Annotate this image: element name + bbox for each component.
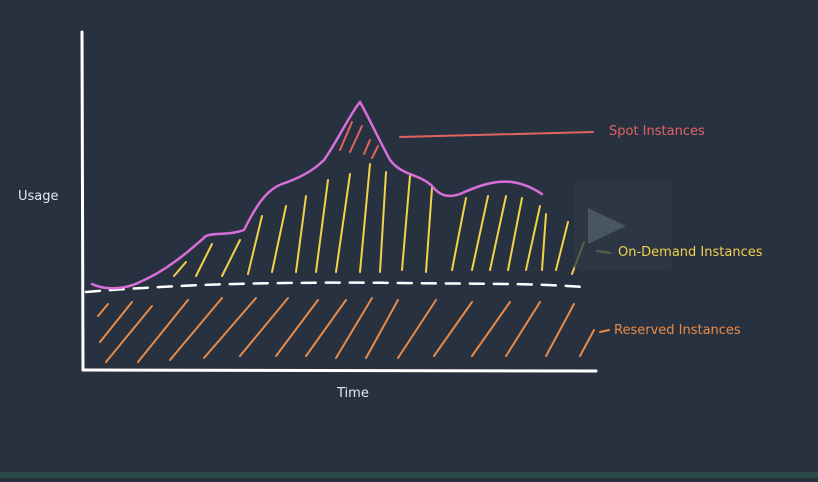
bottom-bar xyxy=(0,472,818,478)
x-axis xyxy=(81,368,598,373)
reserved-leader-line xyxy=(599,329,610,333)
spot-hatching xyxy=(339,121,379,159)
play-icon xyxy=(588,208,626,244)
reserved-instances-label: Reserved Instances xyxy=(614,323,741,338)
x-axis-label: Time xyxy=(337,386,369,401)
on-demand-hatching xyxy=(173,163,585,277)
y-axis-label: Usage xyxy=(18,189,59,204)
y-axis xyxy=(80,30,85,372)
on-demand-instances-label: On-Demand Instances xyxy=(618,245,763,260)
spot-leader-line xyxy=(399,131,594,138)
reserved-baseline xyxy=(84,281,586,294)
axes xyxy=(80,30,598,373)
video-play-overlay[interactable] xyxy=(574,180,672,270)
reserved-hatching xyxy=(97,297,595,363)
usage-curve xyxy=(90,100,544,290)
spot-instances-label: Spot Instances xyxy=(609,124,705,139)
